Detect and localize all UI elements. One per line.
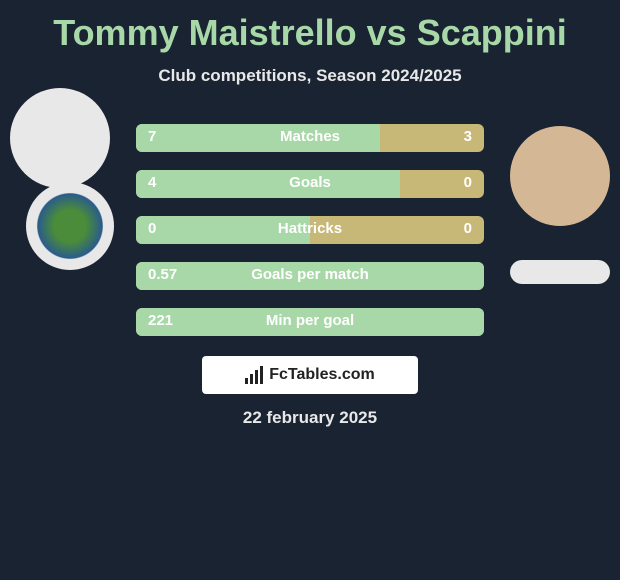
stat-bars: 7 Matches 3 4 Goals 0 0 Hattricks 0 0.57 Goals per… <box>136 124 484 354</box>
stat-row: 7 Matches 3 <box>136 124 484 152</box>
chart-icon <box>245 366 263 384</box>
stat-label: Goals per match <box>251 266 369 283</box>
stat-row: 4 Goals 0 <box>136 170 484 198</box>
stat-value-left: 4 <box>148 174 156 191</box>
stat-bar-left-fill <box>136 170 400 198</box>
stat-value-right: 0 <box>464 220 472 237</box>
stat-label: Matches <box>280 128 340 145</box>
stat-row: 0 Hattricks 0 <box>136 216 484 244</box>
stat-value-left: 7 <box>148 128 156 145</box>
brand-text: FcTables.com <box>269 366 375 384</box>
stat-value-right: 3 <box>464 128 472 145</box>
stat-label: Hattricks <box>278 220 342 237</box>
stat-value-left: 221 <box>148 312 173 329</box>
page-title: Tommy Maistrello vs Scappini <box>0 0 620 54</box>
page-subtitle: Club competitions, Season 2024/2025 <box>0 66 620 86</box>
stat-label: Min per goal <box>266 312 354 329</box>
player-left-avatar <box>10 88 110 188</box>
stat-value-right: 0 <box>464 174 472 191</box>
stat-label: Goals <box>289 174 331 191</box>
stat-row: 221 Min per goal <box>136 308 484 336</box>
club-right-badge <box>510 260 610 284</box>
stat-row: 0.57 Goals per match <box>136 262 484 290</box>
stat-value-left: 0.57 <box>148 266 177 283</box>
stat-bar-left-fill <box>136 124 380 152</box>
club-left-badge <box>26 182 114 270</box>
brand-logo: FcTables.com <box>202 356 418 394</box>
date-text: 22 february 2025 <box>0 408 620 428</box>
stat-value-left: 0 <box>148 220 156 237</box>
player-right-avatar <box>510 126 610 226</box>
